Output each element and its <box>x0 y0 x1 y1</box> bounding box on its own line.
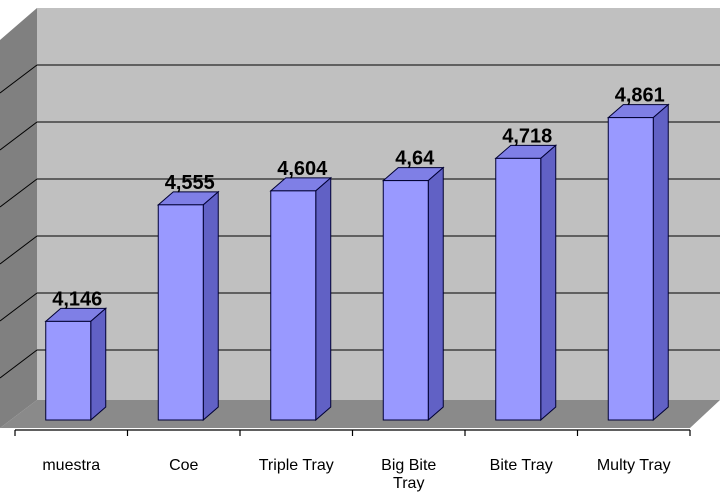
gridline-side <box>0 178 38 208</box>
gridline-side <box>0 292 38 322</box>
bar <box>44 307 108 422</box>
data-label: 4,146 <box>52 288 102 310</box>
category-label: Triple Tray <box>259 457 334 474</box>
gridline-side <box>0 349 38 379</box>
bar <box>156 190 220 422</box>
bar-front <box>157 204 204 421</box>
bar <box>494 144 558 422</box>
side-wall <box>0 8 37 428</box>
bar <box>269 176 333 422</box>
bar-side <box>315 176 332 422</box>
gridline-side <box>0 235 38 265</box>
bar-front <box>382 180 429 421</box>
data-labels: 4,146 4,555 4,604 4,64 4,718 4,861 <box>52 85 665 311</box>
data-label: 4,64 <box>395 148 435 170</box>
bar-front <box>45 320 92 421</box>
category-label: Multy Tray <box>597 457 671 474</box>
data-label: 4,604 <box>277 158 328 180</box>
data-label: 4,861 <box>615 85 665 107</box>
bar-side <box>652 103 669 422</box>
category-label: muestra <box>42 457 100 474</box>
data-label: 4,555 <box>165 172 215 194</box>
bar <box>381 166 445 422</box>
bar-side <box>427 166 444 422</box>
bar-front <box>607 117 654 421</box>
bar-side <box>90 307 107 422</box>
bar <box>606 103 670 422</box>
category-label: Coe <box>169 457 198 474</box>
bar-side <box>202 190 219 422</box>
x-axis-ticks <box>14 430 691 436</box>
category-label: Big Bite <box>381 457 436 474</box>
data-label: 4,718 <box>502 125 552 147</box>
gridline-side <box>0 121 38 151</box>
category-label: Bite Tray <box>490 457 553 474</box>
bar-front <box>270 190 317 421</box>
category-label: Tray <box>393 475 424 492</box>
back-wall <box>37 8 720 400</box>
bars <box>44 103 670 422</box>
gridline-side <box>0 64 38 94</box>
bar-front <box>495 157 542 421</box>
gridlines <box>0 64 720 379</box>
bar-side <box>540 144 557 422</box>
